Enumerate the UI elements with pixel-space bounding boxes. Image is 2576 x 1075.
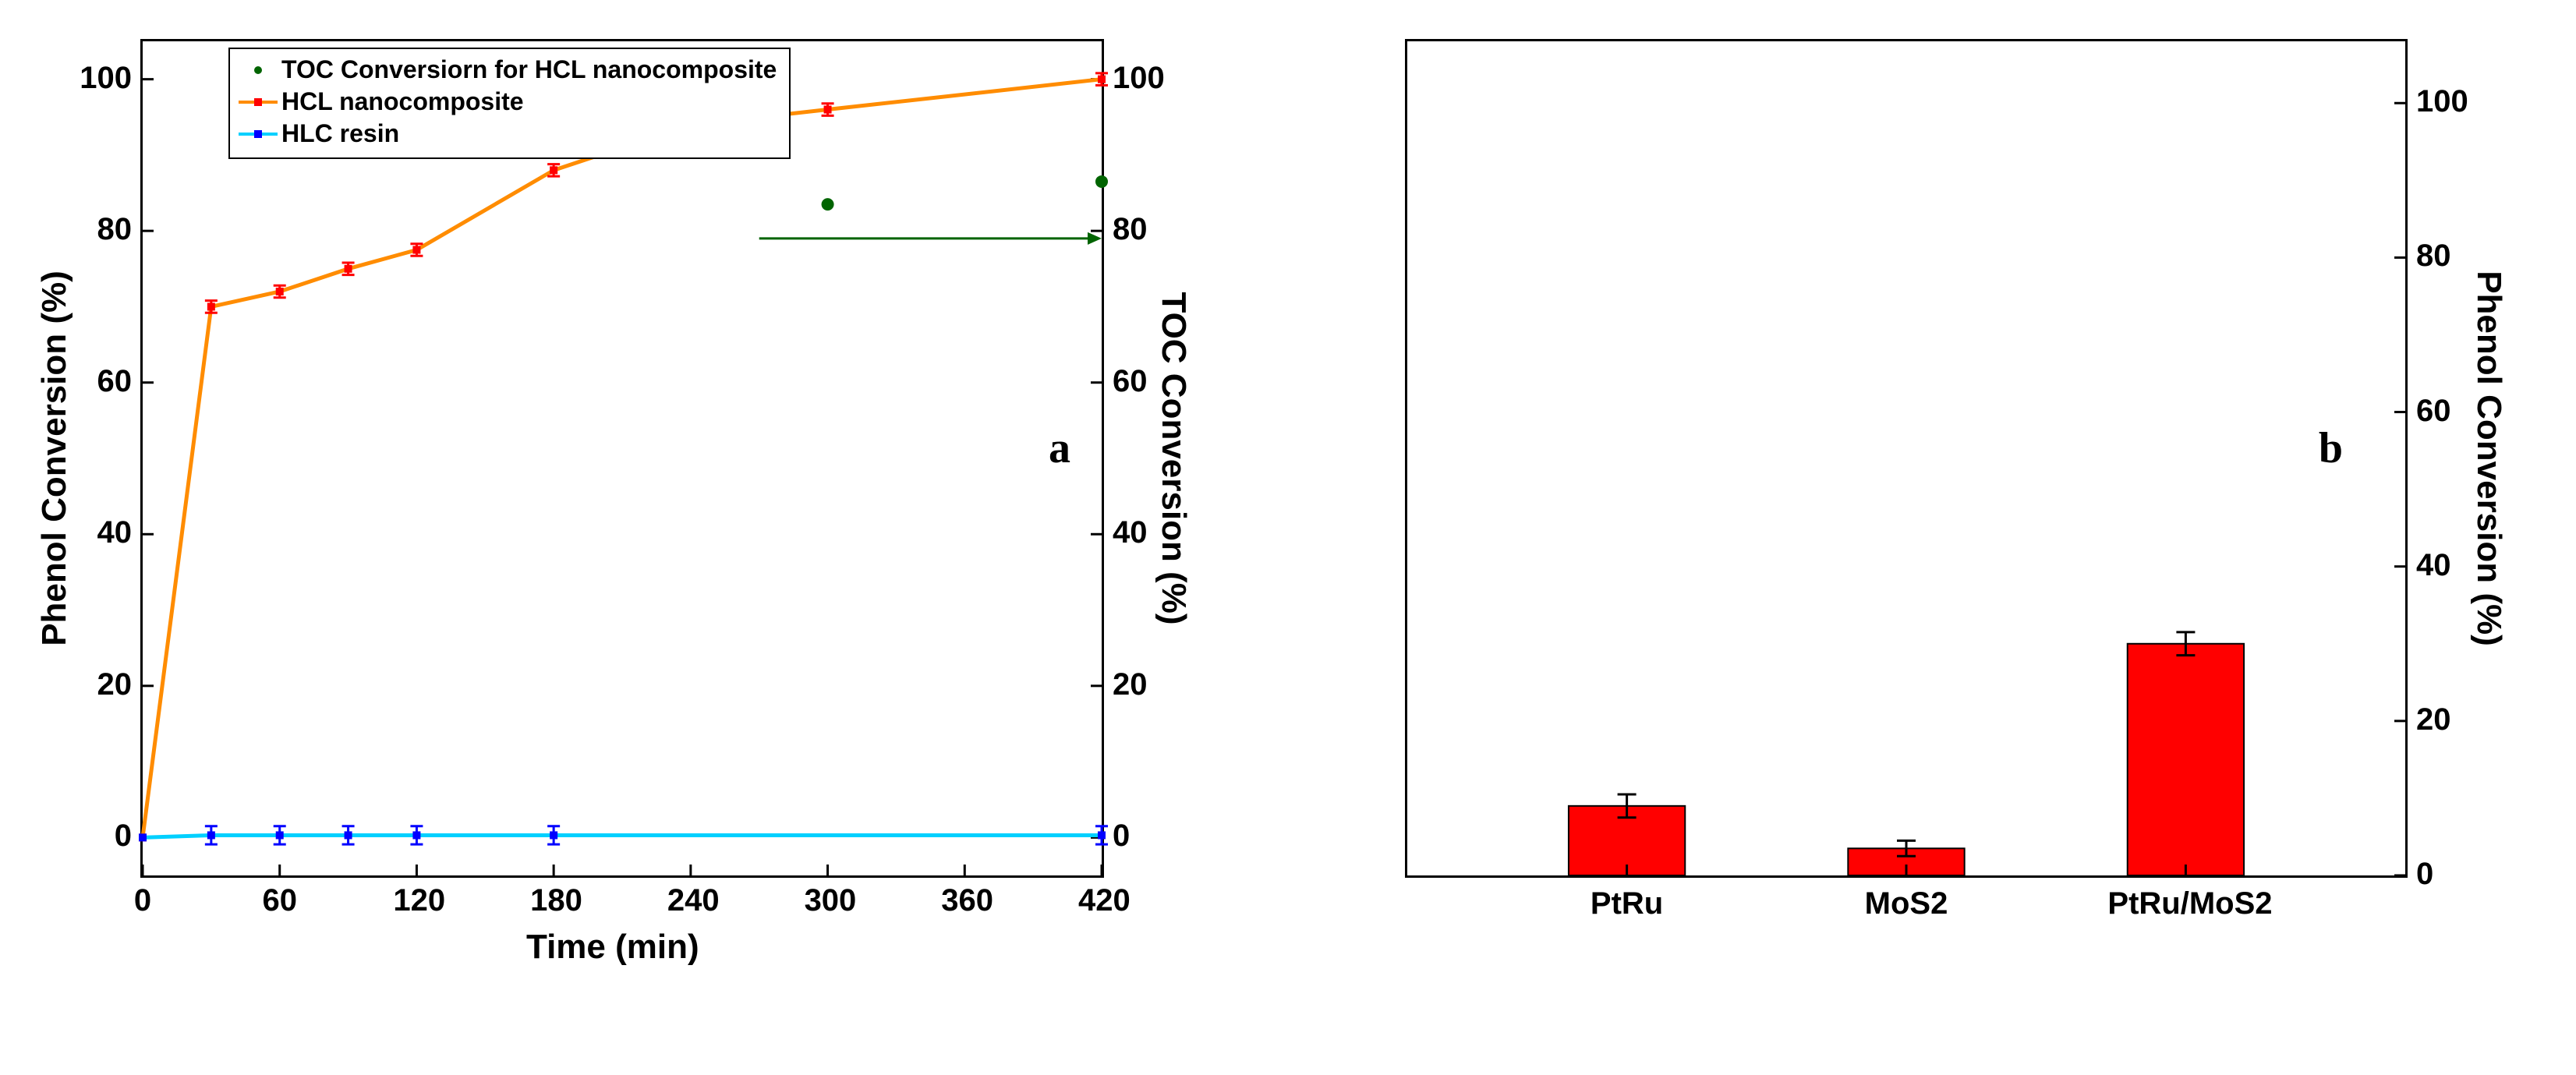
y-axis-right-label-a: TOC Conversion (%) — [1154, 283, 1193, 634]
y-right-tick-label-b: 100 — [2416, 84, 2468, 119]
x-tick-label: 60 — [257, 883, 303, 918]
y-right-tick-label: 60 — [1113, 364, 1148, 399]
y-axis-right-label-b: Phenol Conversion (%) — [2469, 263, 2508, 653]
y-right-tick-label-b: 60 — [2416, 394, 2451, 429]
y-right-tick-label: 100 — [1113, 61, 1165, 96]
y-left-tick-label: 0 — [115, 819, 132, 854]
panel-label-b: b — [2319, 423, 2343, 473]
x-tick-label: 240 — [667, 883, 714, 918]
y-right-tick-label: 40 — [1113, 515, 1148, 550]
y-axis-left-label-a: Phenol Conversion (%) — [35, 263, 74, 653]
figure-container: TOC Conversiorn for HCL nanocomposite HCL… — [16, 16, 2560, 1059]
y-right-tick-label-b: 80 — [2416, 239, 2451, 274]
chart-svg-a — [143, 41, 1102, 875]
plot-area-b: b 020406080100PtRuMoS2PtRu/MoS2 — [1405, 39, 2408, 878]
y-right-tick-label-b: 40 — [2416, 548, 2451, 583]
y-right-tick-label-b: 20 — [2416, 702, 2451, 737]
y-left-tick-label: 100 — [80, 61, 132, 96]
y-right-tick-label: 0 — [1113, 819, 1130, 854]
x-category-label: PtRu — [1549, 886, 1705, 921]
legend-item: HLC resin — [242, 119, 777, 148]
legend-label: HCL nanocomposite — [281, 87, 524, 116]
y-left-tick-label: 60 — [97, 364, 133, 399]
y-right-tick-label: 20 — [1113, 667, 1148, 702]
x-tick-label: 300 — [805, 883, 851, 918]
x-category-label: MoS2 — [1828, 886, 1984, 921]
y-right-tick-label: 80 — [1113, 212, 1148, 247]
panel-a: TOC Conversiorn for HCL nanocomposite HCL… — [16, 16, 1257, 1059]
x-category-label: PtRu/MoS2 — [2107, 886, 2263, 921]
y-right-tick-label-b: 0 — [2416, 857, 2433, 892]
x-tick-label: 180 — [530, 883, 577, 918]
y-left-tick-label: 40 — [97, 515, 133, 550]
plot-area-a: TOC Conversiorn for HCL nanocomposite HCL… — [140, 39, 1104, 878]
x-tick-label: 120 — [393, 883, 440, 918]
x-tick-label: 420 — [1078, 883, 1125, 918]
y-left-tick-label: 20 — [97, 667, 133, 702]
panel-b: b 020406080100PtRuMoS2PtRu/MoS2 Phenol C… — [1319, 16, 2560, 1059]
x-tick-label: 360 — [941, 883, 988, 918]
panel-label-a: a — [1049, 423, 1070, 473]
x-tick-label: 0 — [119, 883, 166, 918]
chart-svg-b — [1407, 41, 2405, 875]
legend-item: HCL nanocomposite — [242, 87, 777, 116]
legend-a: TOC Conversiorn for HCL nanocomposite HCL… — [228, 48, 791, 159]
legend-marker — [242, 126, 274, 142]
legend-marker — [242, 62, 274, 78]
legend-label: TOC Conversiorn for HCL nanocomposite — [281, 55, 777, 84]
legend-marker — [242, 94, 274, 110]
legend-label: HLC resin — [281, 119, 399, 148]
x-axis-label-a: Time (min) — [526, 928, 699, 967]
legend-item: TOC Conversiorn for HCL nanocomposite — [242, 55, 777, 84]
y-left-tick-label: 80 — [97, 212, 133, 247]
